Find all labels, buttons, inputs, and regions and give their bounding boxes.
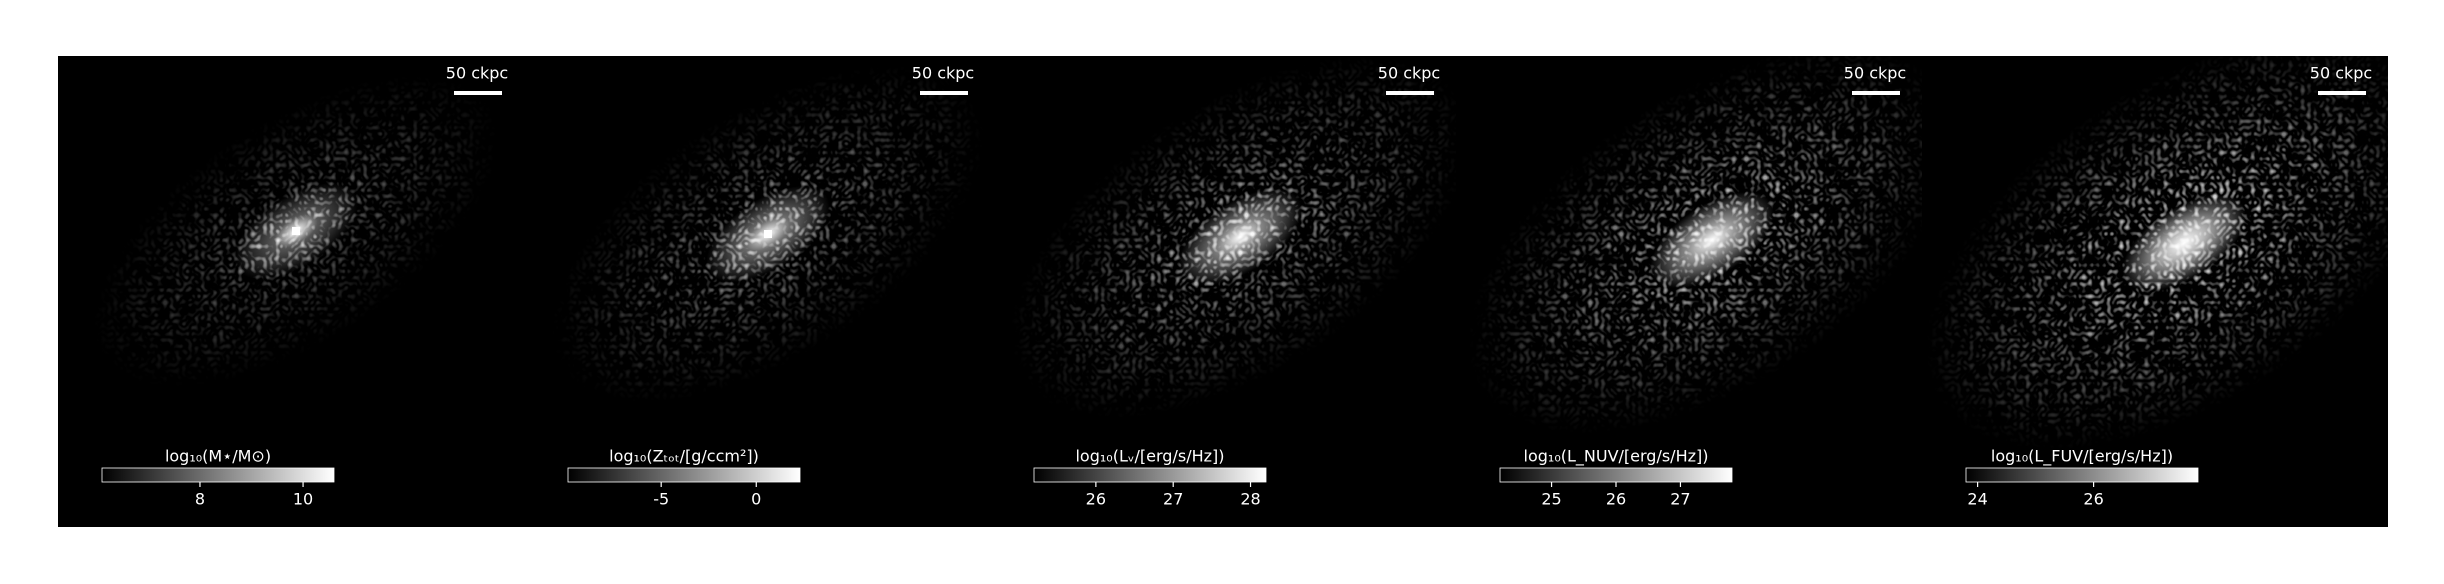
panel-image [1468,56,1922,434]
scale-bar-label: 50 ckpc [2310,64,2372,83]
colorbar-tick-label: 26 [2083,490,2103,509]
colorbar-label: log₁₀(Lᵥ/[erg/s/Hz]) [1075,447,1224,466]
colorbar [101,467,335,483]
colorbar-tick-label: 27 [1163,490,1183,509]
colorbar-tick-label: 24 [1967,490,1987,509]
colorbar [1033,467,1267,483]
scale-bar-label: 50 ckpc [912,64,974,83]
galaxy-core [1650,191,1774,289]
colorbar [567,467,801,483]
colorbar-label: log₁₀(L_NUV/[erg/s/Hz]) [1524,447,1709,467]
colorbar-label: log₁₀(M⋆/M⊙) [165,447,271,466]
galaxy-core [1178,188,1302,286]
colorbar-tick-label: 26 [1086,490,1106,509]
colorbar-tick-label: 27 [1670,490,1690,509]
colorbar-label: log₁₀(Zₜₒₜ/[g/ccm²]) [609,447,759,466]
colorbar-label: log₁₀(L_FUV/[erg/s/Hz]) [1991,447,2173,467]
colorbar-tick-label: 25 [1541,490,1561,509]
colorbar [1965,467,2199,483]
panel-image [1926,56,2388,450]
scale-bar-label: 50 ckpc [446,64,508,83]
colorbar-tick-label: -5 [653,490,669,509]
panel-image [552,65,984,403]
colorbar-tick-label: 8 [195,490,205,509]
colorbar-tick-label: 28 [1240,490,1260,509]
galaxy-nucleus [764,230,772,238]
panel-image [94,75,498,387]
scale-bar-label: 50 ckpc [1844,64,1906,83]
colorbar [1499,467,1733,483]
galaxy-core [2122,194,2246,292]
galaxy-nucleus [292,227,300,235]
colorbar-tick-label: 10 [293,490,313,509]
colorbar-tick-label: 0 [751,490,761,509]
panel-image [1010,56,1456,418]
colorbar-tick-label: 26 [1606,490,1626,509]
scale-bar-label: 50 ckpc [1378,64,1440,83]
